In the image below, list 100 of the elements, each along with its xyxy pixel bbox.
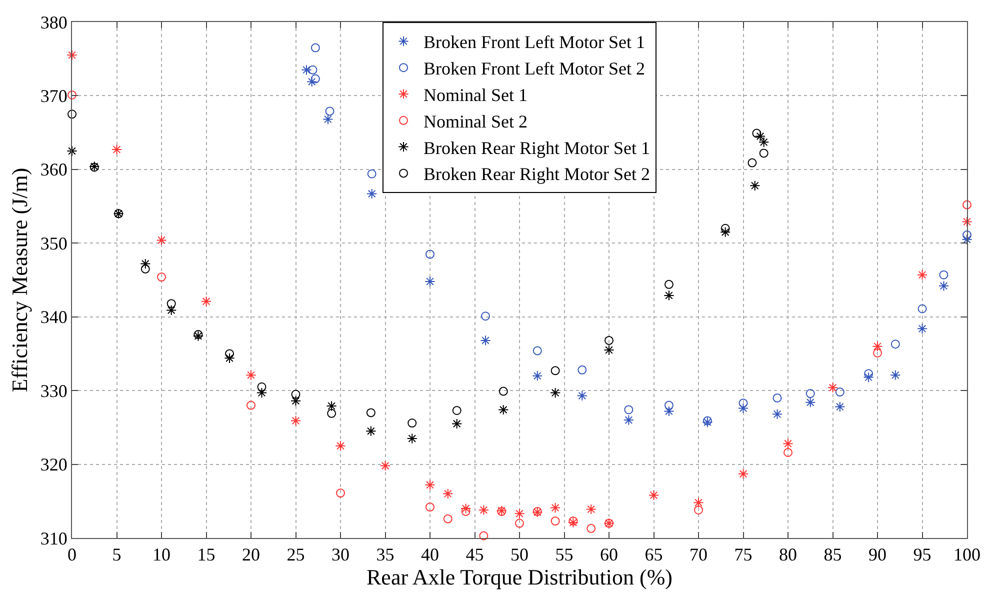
point (962, 200, 972, 210)
point (586, 504, 596, 515)
point (664, 400, 674, 410)
legend-label: Nominal Set 2 (424, 111, 528, 132)
point (257, 382, 266, 392)
y-tick-label: 310 (40, 528, 68, 548)
point (805, 397, 816, 408)
x-tick-label: 50 (510, 544, 528, 565)
point (586, 524, 596, 533)
y-tick-label: 320 (40, 454, 68, 475)
point (156, 234, 167, 246)
x-tick-label: 55 (555, 544, 574, 565)
point (424, 276, 436, 287)
point (480, 335, 491, 346)
point (166, 304, 177, 316)
point (916, 323, 928, 334)
point (623, 414, 634, 426)
point (290, 415, 302, 426)
point (890, 340, 900, 349)
x-tick-label: 95 (913, 544, 932, 565)
point (576, 390, 588, 402)
point (452, 406, 462, 415)
x-tick-label: 5 (112, 544, 122, 565)
point (301, 64, 312, 76)
y-tick-label: 360 (40, 160, 68, 180)
point (916, 270, 928, 280)
point (366, 426, 376, 436)
point (325, 106, 334, 116)
point (890, 370, 901, 380)
x-tick-label: 25 (286, 544, 305, 565)
point (720, 226, 731, 238)
point (624, 405, 634, 414)
point (864, 369, 874, 378)
x-tick-label: 85 (824, 544, 842, 565)
point (426, 502, 434, 512)
point (752, 128, 762, 138)
point (738, 402, 749, 414)
point (256, 387, 268, 398)
point (782, 438, 794, 449)
point (68, 90, 76, 100)
point (224, 352, 235, 364)
x-tick-label: 80 (779, 544, 797, 565)
point (327, 408, 336, 418)
point (863, 372, 874, 383)
x-tick-label: 20 (242, 544, 260, 565)
x-tick-label: 90 (868, 544, 886, 565)
point (225, 349, 234, 358)
point (246, 370, 256, 380)
point (784, 448, 792, 457)
point (754, 130, 766, 142)
point (194, 330, 203, 340)
point (702, 416, 712, 426)
point (759, 148, 768, 158)
point (550, 502, 561, 514)
point (310, 43, 320, 52)
point (648, 490, 660, 501)
point (750, 180, 760, 191)
point (478, 504, 489, 516)
point (68, 110, 76, 119)
point (918, 304, 927, 314)
point (550, 366, 560, 376)
point (827, 382, 838, 393)
point (424, 480, 436, 490)
point (693, 497, 704, 508)
x-tick-label: 10 (152, 544, 170, 565)
x-tick-label: 65 (644, 544, 663, 565)
point (246, 400, 256, 410)
legend-label: Broken Rear Right Motor Set 2 (424, 164, 650, 184)
point (408, 418, 417, 428)
point (290, 396, 302, 406)
y-tick-label: 380 (40, 12, 68, 32)
point (326, 400, 337, 412)
x-tick-label: 15 (197, 544, 216, 565)
x-axis-title: Rear Axle Torque Distribution (%) (366, 564, 672, 590)
point (772, 408, 783, 420)
point (939, 270, 948, 280)
point (806, 389, 815, 398)
y-axis-title: Efficiency Measure (J/m) (7, 168, 32, 392)
point (406, 433, 418, 444)
point (604, 336, 614, 345)
point (938, 280, 950, 292)
legend-label: Broken Front Left Motor Set 2 (424, 58, 645, 79)
point (111, 144, 122, 155)
point (738, 468, 749, 480)
legend-label: Nominal Set 1 (424, 85, 528, 106)
point (738, 398, 748, 408)
point (515, 518, 524, 528)
x-tick-label: 30 (332, 544, 350, 565)
point (322, 114, 334, 125)
point (66, 50, 78, 60)
point (461, 506, 470, 516)
point (140, 264, 150, 274)
point (140, 258, 151, 270)
x-tick-label: 40 (421, 544, 439, 565)
point (550, 387, 561, 398)
point (758, 136, 770, 148)
point (335, 440, 346, 452)
point (664, 290, 674, 301)
point (872, 341, 883, 352)
point (366, 188, 378, 200)
